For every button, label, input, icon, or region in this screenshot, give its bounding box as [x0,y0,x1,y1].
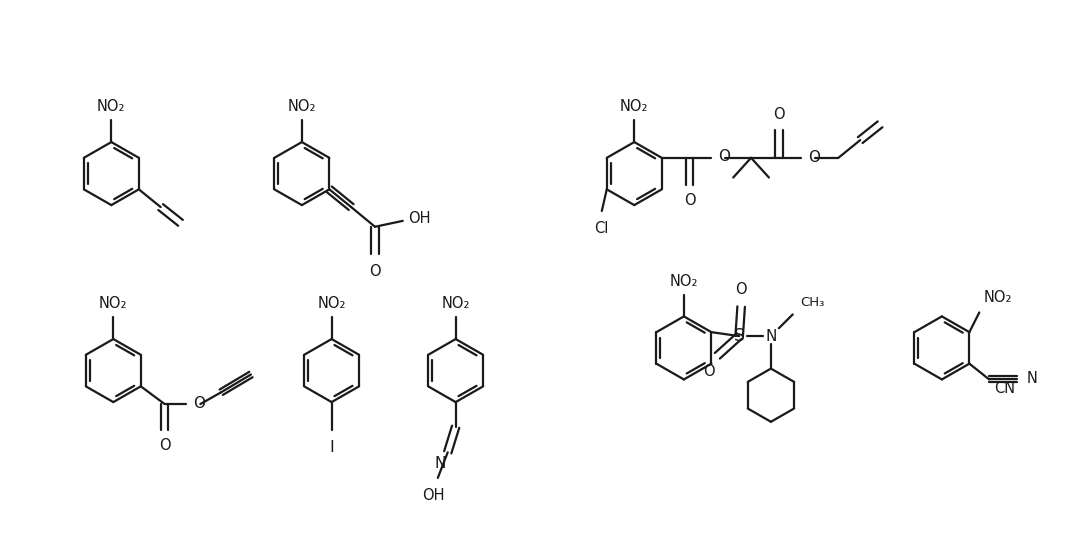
Text: N: N [766,329,777,343]
Text: O: O [193,396,205,411]
Text: O: O [159,438,171,453]
Text: OH: OH [408,212,430,227]
Text: Cl: Cl [595,221,609,236]
Text: N: N [1027,371,1038,386]
Text: O: O [703,363,715,379]
Text: S: S [733,327,745,345]
Text: CN: CN [995,381,1015,397]
Text: O: O [735,281,747,297]
Text: OH: OH [422,488,445,503]
Text: I: I [329,439,334,454]
Text: NO₂: NO₂ [983,290,1012,305]
Text: O: O [369,264,381,279]
Text: O: O [773,107,785,122]
Text: O: O [808,150,820,165]
Text: NO₂: NO₂ [99,296,127,311]
Text: NO₂: NO₂ [670,274,698,289]
Text: NO₂: NO₂ [287,100,316,115]
Text: NO₂: NO₂ [442,296,470,311]
Text: N: N [434,456,445,471]
Text: O: O [718,150,730,165]
Text: CH₃: CH₃ [800,295,825,309]
Text: NO₂: NO₂ [620,100,648,115]
Text: NO₂: NO₂ [318,296,346,311]
Text: NO₂: NO₂ [97,100,125,115]
Text: O: O [684,193,696,208]
